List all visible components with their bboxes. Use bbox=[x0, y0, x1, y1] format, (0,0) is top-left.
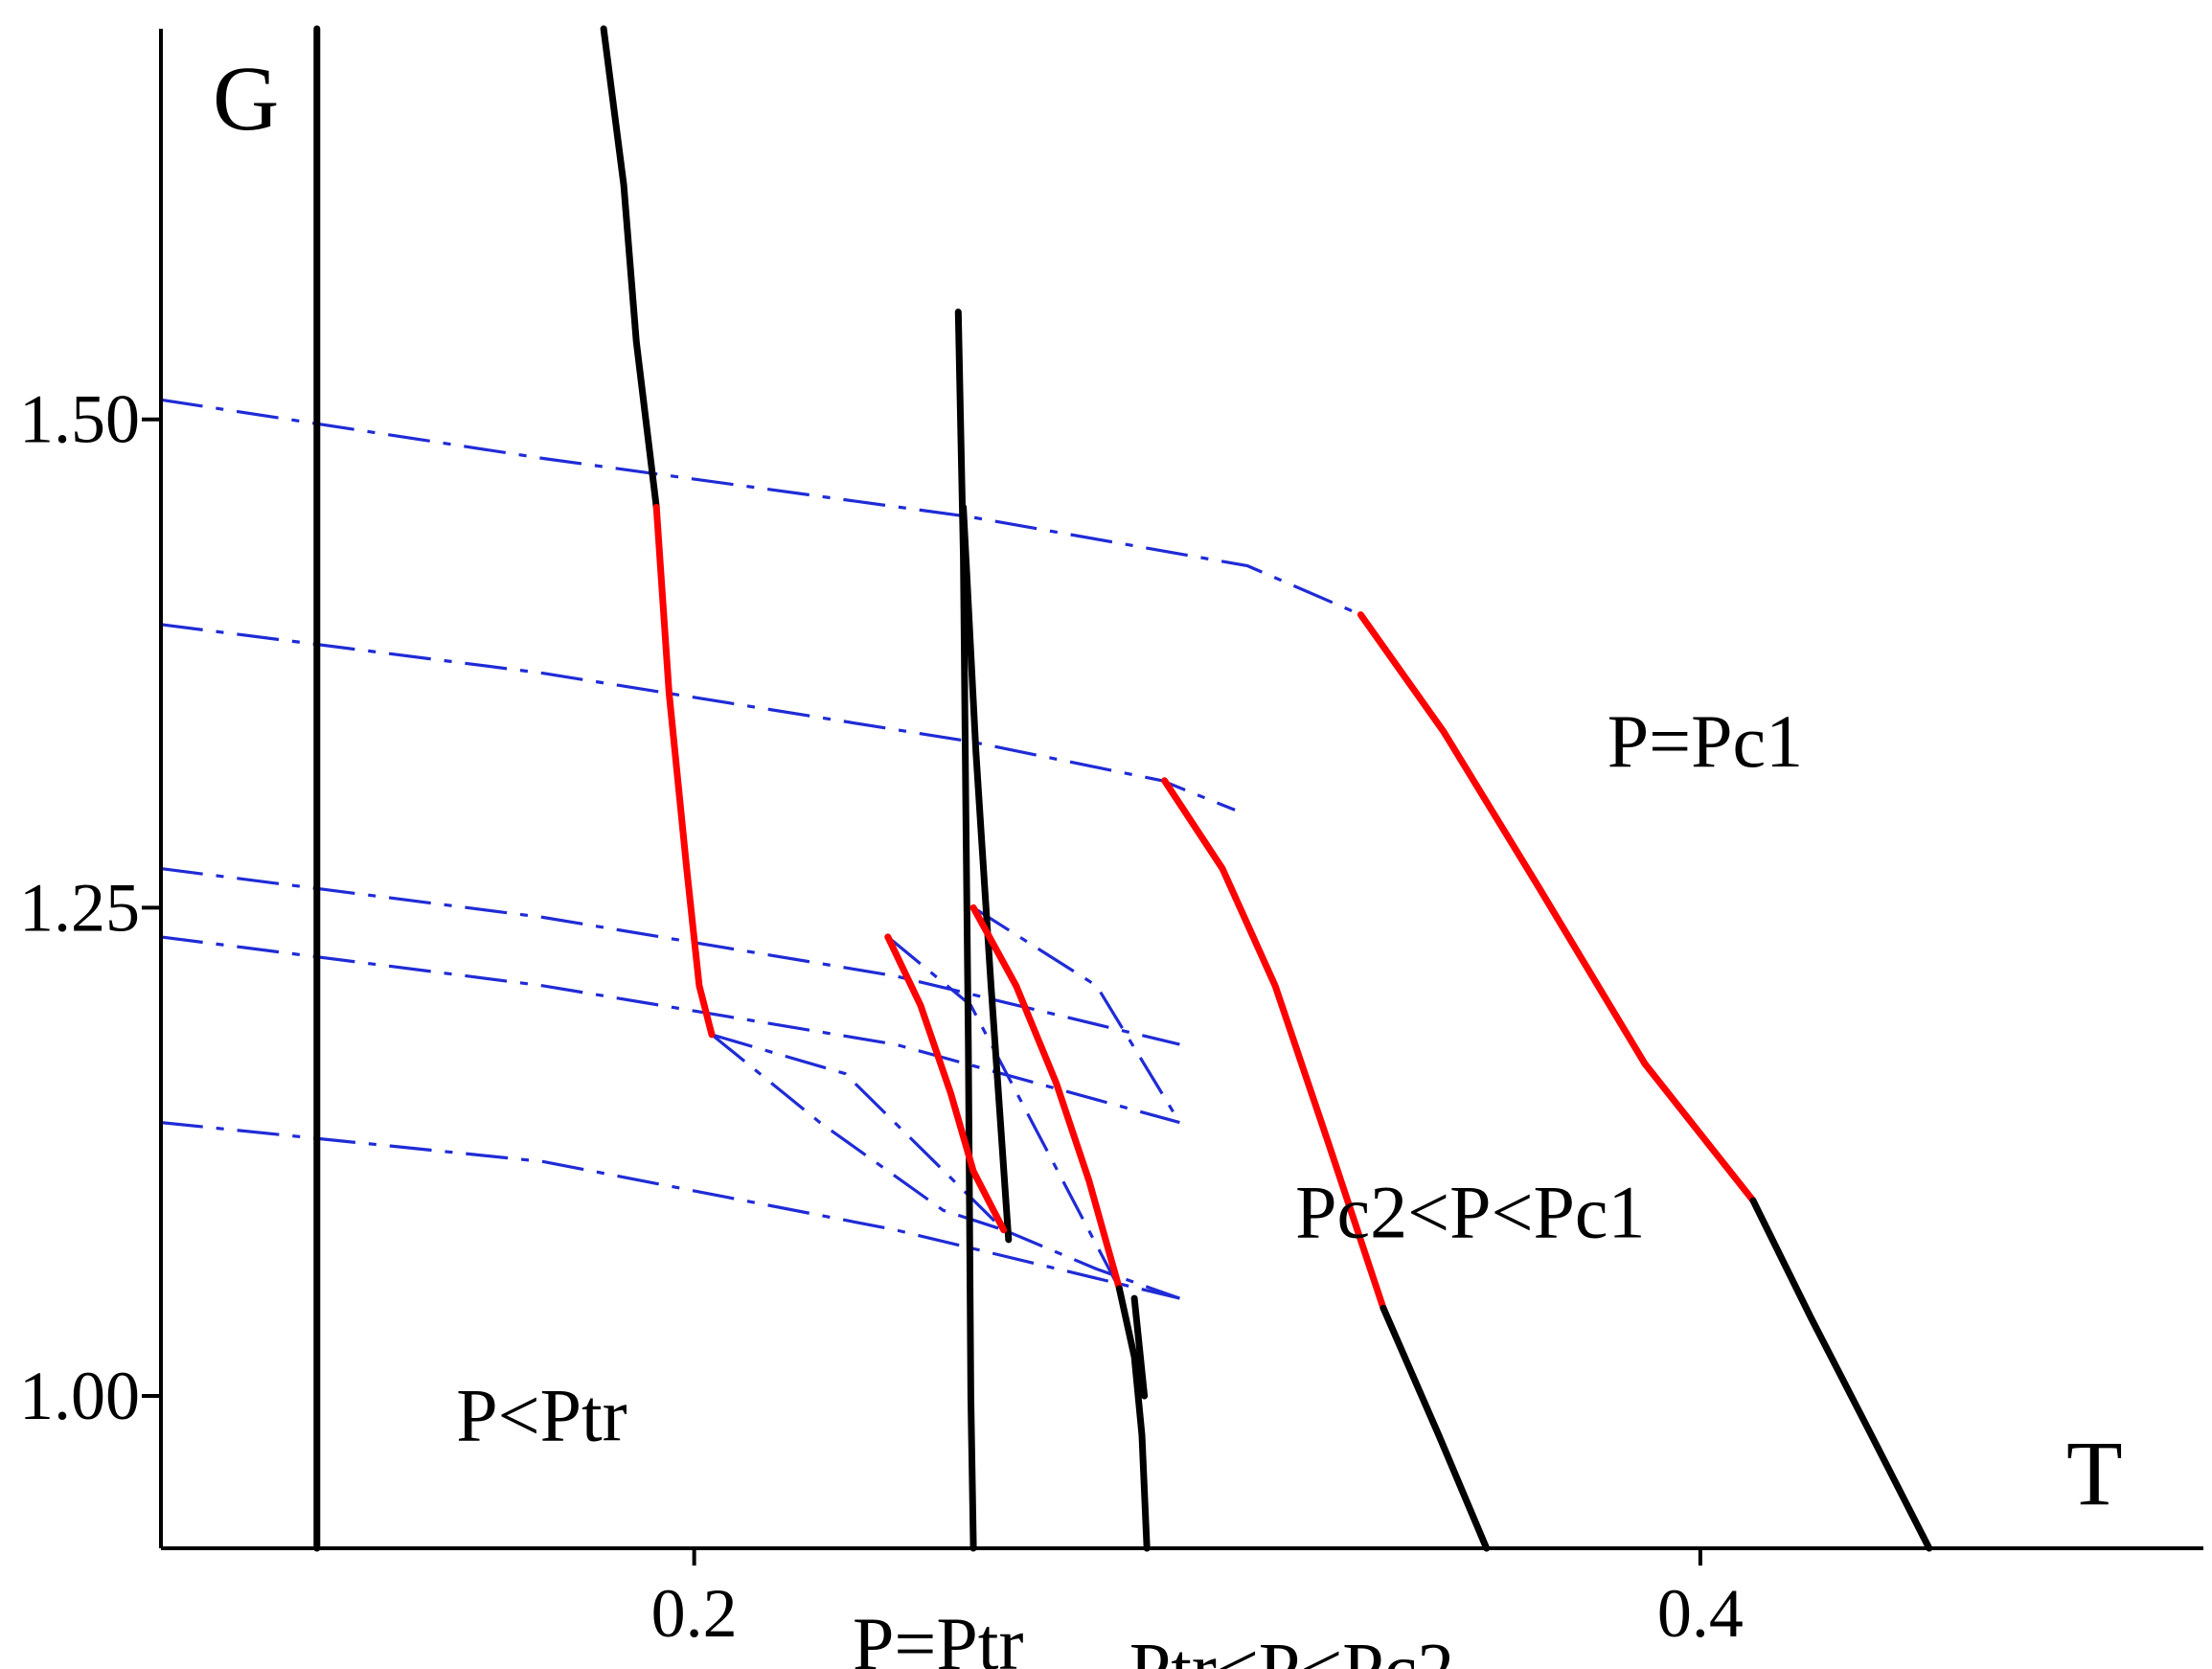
y-tick-label: 1.25 bbox=[19, 869, 140, 946]
x-tick-label: 0.4 bbox=[1657, 1575, 1744, 1652]
stable-branch-line bbox=[600, 25, 660, 511]
region-label: P=Ptr bbox=[853, 1602, 1023, 1669]
x-axis-title: T bbox=[2066, 1422, 2123, 1524]
metastable-branch-line bbox=[1357, 611, 1757, 1204]
metastable-branch-line bbox=[652, 503, 716, 1039]
unstable-branch-line bbox=[710, 1033, 1005, 1232]
stable-branch-line bbox=[1130, 1294, 1149, 1400]
region-label: P=Pc1 bbox=[1608, 699, 1803, 783]
stable-branch-line bbox=[1380, 1304, 1491, 1552]
unstable-branch-line bbox=[160, 935, 1180, 1125]
unstable-branch-line bbox=[160, 867, 1180, 1046]
metastable-branch-line bbox=[1161, 777, 1387, 1312]
unstable-branch-line bbox=[160, 623, 1236, 812]
unstable-branch-line bbox=[711, 1033, 1005, 1231]
unstable-branch-line bbox=[1002, 1228, 1180, 1300]
unstable-branch-line bbox=[160, 398, 1362, 617]
stable-branch-line bbox=[960, 503, 1013, 1244]
region-label: P<Ptr bbox=[456, 1373, 627, 1456]
ticks: 0.2 0.4 1.00 1.25 1.50 bbox=[19, 381, 1744, 1652]
metastable-branch-line bbox=[969, 903, 1123, 1292]
y-axis-title: G bbox=[213, 47, 279, 149]
unstable-branch-line bbox=[972, 906, 1181, 1124]
region-label: Ptr<P<Pc2 bbox=[1129, 1627, 1454, 1669]
x-tick-label: 0.2 bbox=[651, 1575, 738, 1652]
annotations: P=Pc1 Pc2<P<Pc1 P<Ptr P=Ptr Ptr<P<Pc2 bbox=[456, 699, 1803, 1669]
stable-branch-line bbox=[1749, 1197, 1933, 1552]
axes bbox=[159, 29, 2203, 1550]
region-label: Pc2<P<Pc1 bbox=[1295, 1170, 1645, 1253]
stable-branch-line bbox=[954, 309, 977, 1552]
unstable-branch-line bbox=[160, 1121, 1180, 1300]
y-tick-label: 1.00 bbox=[19, 1358, 140, 1434]
stable-branch-line bbox=[1115, 1285, 1151, 1552]
metastable-branch-line bbox=[884, 933, 1008, 1234]
y-tick-label: 1.50 bbox=[19, 381, 140, 458]
series-layer bbox=[160, 25, 1933, 1552]
